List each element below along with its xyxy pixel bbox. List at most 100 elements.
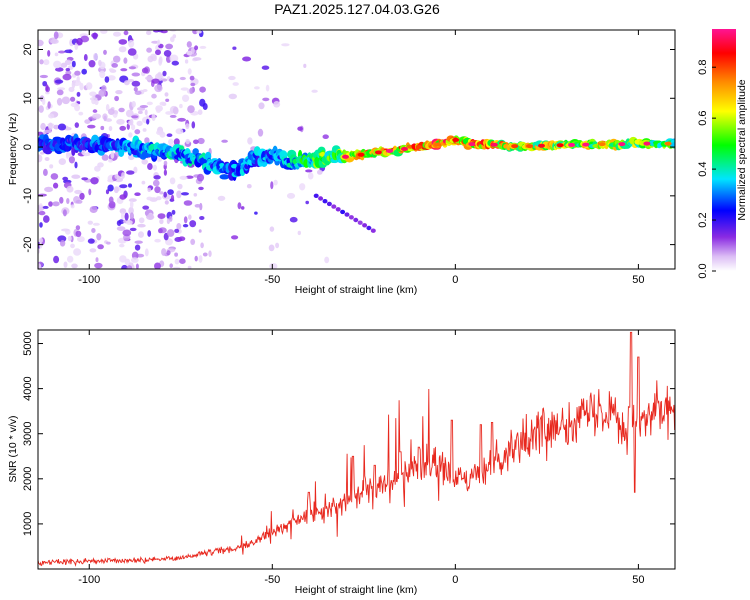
noise-speckle bbox=[134, 192, 141, 196]
noise-speckle bbox=[155, 107, 161, 113]
noise-speckle bbox=[366, 225, 372, 231]
noise-speckle bbox=[141, 67, 149, 74]
spectral-peak bbox=[452, 137, 460, 142]
noise-speckle bbox=[262, 97, 270, 102]
noise-speckle bbox=[173, 138, 180, 146]
noise-speckle bbox=[187, 50, 193, 56]
noise-speckle bbox=[198, 229, 202, 233]
noise-speckle bbox=[119, 184, 128, 189]
noise-speckle bbox=[163, 160, 168, 166]
spectral-peak bbox=[643, 141, 651, 146]
noise-speckle bbox=[162, 70, 167, 77]
spectral-peak bbox=[468, 142, 476, 147]
noise-speckle bbox=[129, 212, 134, 220]
noise-speckle bbox=[157, 30, 164, 33]
noise-speckle bbox=[40, 122, 46, 131]
spectral-peak bbox=[664, 141, 672, 146]
noise-speckle bbox=[141, 180, 146, 185]
noise-speckle bbox=[83, 152, 89, 157]
noise-speckle bbox=[188, 214, 192, 220]
noise-speckle bbox=[297, 126, 303, 131]
colorbar-ticks: 0.0 0.2 0.4 0.6 0.8 bbox=[697, 60, 716, 279]
noise-speckle bbox=[55, 67, 64, 72]
noise-speckle bbox=[254, 86, 260, 90]
noise-speckle bbox=[166, 250, 171, 256]
noise-speckle bbox=[281, 43, 290, 47]
noise-speckle bbox=[94, 99, 99, 106]
noise-speckle bbox=[90, 177, 99, 185]
x-tick-label: 50 bbox=[632, 574, 644, 586]
noise-speckle bbox=[71, 263, 78, 269]
noise-speckle bbox=[169, 263, 173, 269]
y-tick-label: 2000 bbox=[22, 467, 34, 491]
figure-title: PAZ1.2025.127.04.03.G26 bbox=[274, 1, 440, 17]
noise-speckle bbox=[118, 46, 127, 53]
noise-speckle bbox=[138, 217, 145, 224]
noise-speckle bbox=[152, 164, 157, 171]
noise-speckle bbox=[120, 68, 128, 72]
x-tick-label: -50 bbox=[264, 574, 280, 586]
noise-speckle bbox=[64, 59, 72, 66]
noise-speckle bbox=[147, 230, 152, 237]
spectral-peak bbox=[511, 144, 519, 149]
noise-speckle bbox=[127, 154, 135, 161]
noise-speckle bbox=[174, 228, 180, 233]
noise-speckle bbox=[61, 96, 70, 105]
noise-speckle bbox=[197, 109, 203, 115]
noise-speckle bbox=[76, 37, 83, 46]
noise-speckle bbox=[87, 238, 95, 244]
noise-speckle bbox=[106, 241, 111, 245]
spectrogram-heatmap bbox=[38, 30, 675, 269]
noise-speckle bbox=[108, 68, 114, 72]
noise-speckle bbox=[202, 252, 208, 257]
noise-speckle bbox=[135, 263, 139, 269]
noise-speckle bbox=[110, 151, 115, 159]
noise-speckle bbox=[179, 76, 186, 81]
noise-speckle bbox=[257, 128, 264, 137]
noise-speckle bbox=[186, 41, 192, 48]
noise-speckle bbox=[131, 80, 141, 87]
noise-speckle bbox=[179, 175, 188, 180]
noise-speckle bbox=[52, 201, 60, 207]
noise-speckle bbox=[38, 204, 45, 212]
noise-speckle bbox=[119, 255, 127, 263]
noise-speckle bbox=[105, 104, 110, 112]
noise-speckle bbox=[144, 248, 149, 257]
noise-speckle bbox=[153, 175, 161, 180]
noise-speckle bbox=[144, 109, 148, 116]
noise-speckle bbox=[53, 255, 60, 264]
noise-speckle bbox=[362, 223, 368, 228]
noise-speckle bbox=[118, 107, 125, 113]
x-tick-label: 50 bbox=[632, 274, 644, 286]
noise-speckle bbox=[119, 125, 126, 131]
noise-speckle bbox=[119, 194, 127, 200]
noise-speckle bbox=[196, 173, 205, 182]
x-tick-label: -50 bbox=[264, 274, 280, 286]
noise-speckle bbox=[130, 257, 139, 263]
noise-speckle bbox=[91, 228, 96, 233]
noise-speckle bbox=[134, 90, 142, 96]
noise-speckle bbox=[92, 32, 98, 40]
noise-speckle bbox=[157, 39, 161, 46]
noise-speckle bbox=[147, 187, 151, 192]
noise-speckle bbox=[172, 266, 181, 269]
colorbar-tick-label: 0.0 bbox=[697, 263, 709, 278]
noise-speckle bbox=[44, 157, 50, 161]
spectral-peak bbox=[342, 154, 349, 159]
y-tick-label: -20 bbox=[22, 237, 34, 253]
y-tick-label: 5000 bbox=[22, 331, 34, 355]
noise-speckle bbox=[344, 212, 350, 217]
noise-speckle bbox=[126, 170, 135, 175]
noise-speckle bbox=[246, 184, 252, 189]
noise-speckle bbox=[144, 137, 150, 144]
noise-speckle bbox=[258, 102, 265, 110]
noise-speckle bbox=[159, 191, 164, 195]
noise-speckle bbox=[131, 101, 136, 108]
noise-speckle bbox=[305, 169, 313, 173]
y-tick-label: 20 bbox=[22, 43, 34, 55]
noise-speckle bbox=[142, 205, 150, 210]
colorbar-tick-label: 0.2 bbox=[697, 212, 709, 227]
noise-speckle bbox=[74, 189, 82, 195]
noise-speckle bbox=[54, 79, 64, 84]
